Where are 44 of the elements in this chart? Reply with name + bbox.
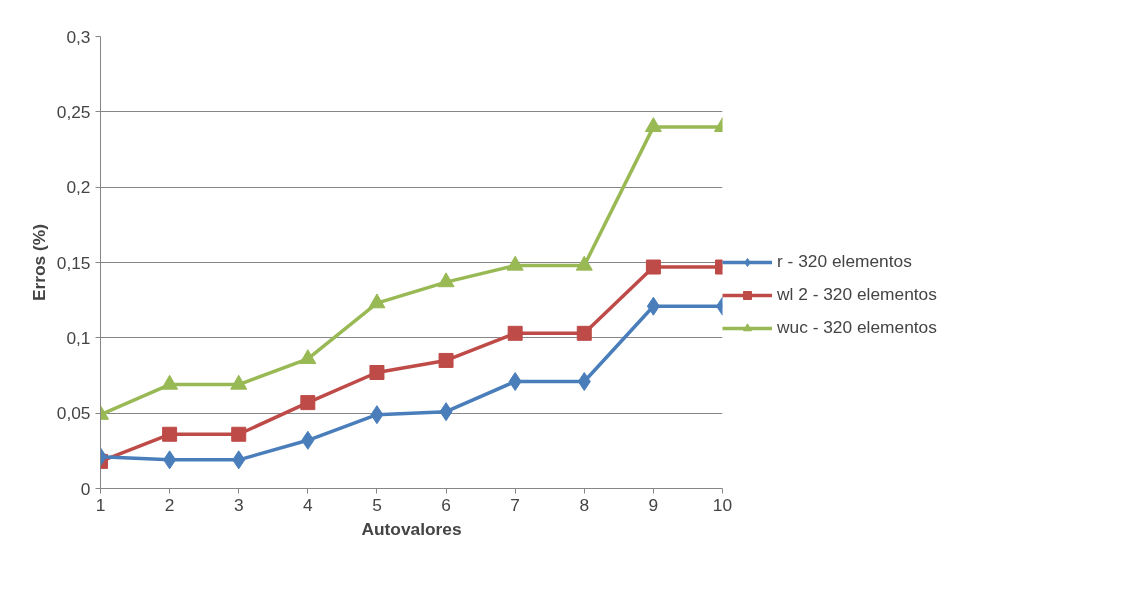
point bbox=[508, 372, 522, 392]
x-tick-label: 5 bbox=[372, 494, 382, 515]
legend-label: wuc - 320 elementos bbox=[777, 317, 937, 338]
y-axis-title: Erros (%) bbox=[28, 223, 49, 302]
x-tick-label: 1 bbox=[95, 494, 106, 515]
point bbox=[507, 325, 523, 341]
point bbox=[301, 430, 315, 450]
x-axis-title: Autovalores bbox=[361, 518, 462, 539]
y-tick-label: 0,15 bbox=[56, 252, 91, 273]
legend-label: r - 320 elementos bbox=[777, 251, 912, 272]
point bbox=[368, 293, 386, 309]
y-tick-label: 0,2 bbox=[66, 177, 91, 198]
y-tick-label: 0,3 bbox=[66, 26, 91, 47]
x-tick-label: 3 bbox=[233, 494, 244, 515]
point bbox=[575, 255, 593, 271]
point bbox=[231, 426, 247, 442]
x-tick-label: 8 bbox=[579, 494, 590, 515]
point bbox=[506, 255, 524, 271]
y-tick-label: 0,1 bbox=[66, 327, 91, 348]
point bbox=[438, 352, 454, 368]
point bbox=[439, 402, 453, 422]
x-tick-label: 4 bbox=[303, 494, 314, 515]
point bbox=[645, 259, 661, 275]
x-tick-label: 6 bbox=[441, 494, 451, 515]
y-tick-label: 0,25 bbox=[56, 101, 91, 122]
x-tick-label: 10 bbox=[712, 494, 733, 515]
point bbox=[437, 272, 455, 288]
point bbox=[370, 405, 384, 425]
point bbox=[162, 426, 178, 442]
x-tick-label: 2 bbox=[164, 494, 175, 515]
point bbox=[369, 364, 385, 380]
x-tick-label: 9 bbox=[648, 494, 659, 515]
legend-label: wl 2 - 320 elementos bbox=[777, 284, 937, 305]
point bbox=[299, 349, 317, 365]
x-tick-label: 7 bbox=[510, 494, 520, 515]
point bbox=[577, 372, 591, 392]
y-tick-label: 0,05 bbox=[56, 403, 91, 424]
point bbox=[644, 117, 662, 133]
point bbox=[300, 395, 316, 411]
point bbox=[163, 450, 177, 470]
point bbox=[576, 325, 592, 341]
y-tick-label: 0 bbox=[80, 478, 91, 499]
point bbox=[646, 296, 660, 316]
point bbox=[232, 450, 246, 470]
